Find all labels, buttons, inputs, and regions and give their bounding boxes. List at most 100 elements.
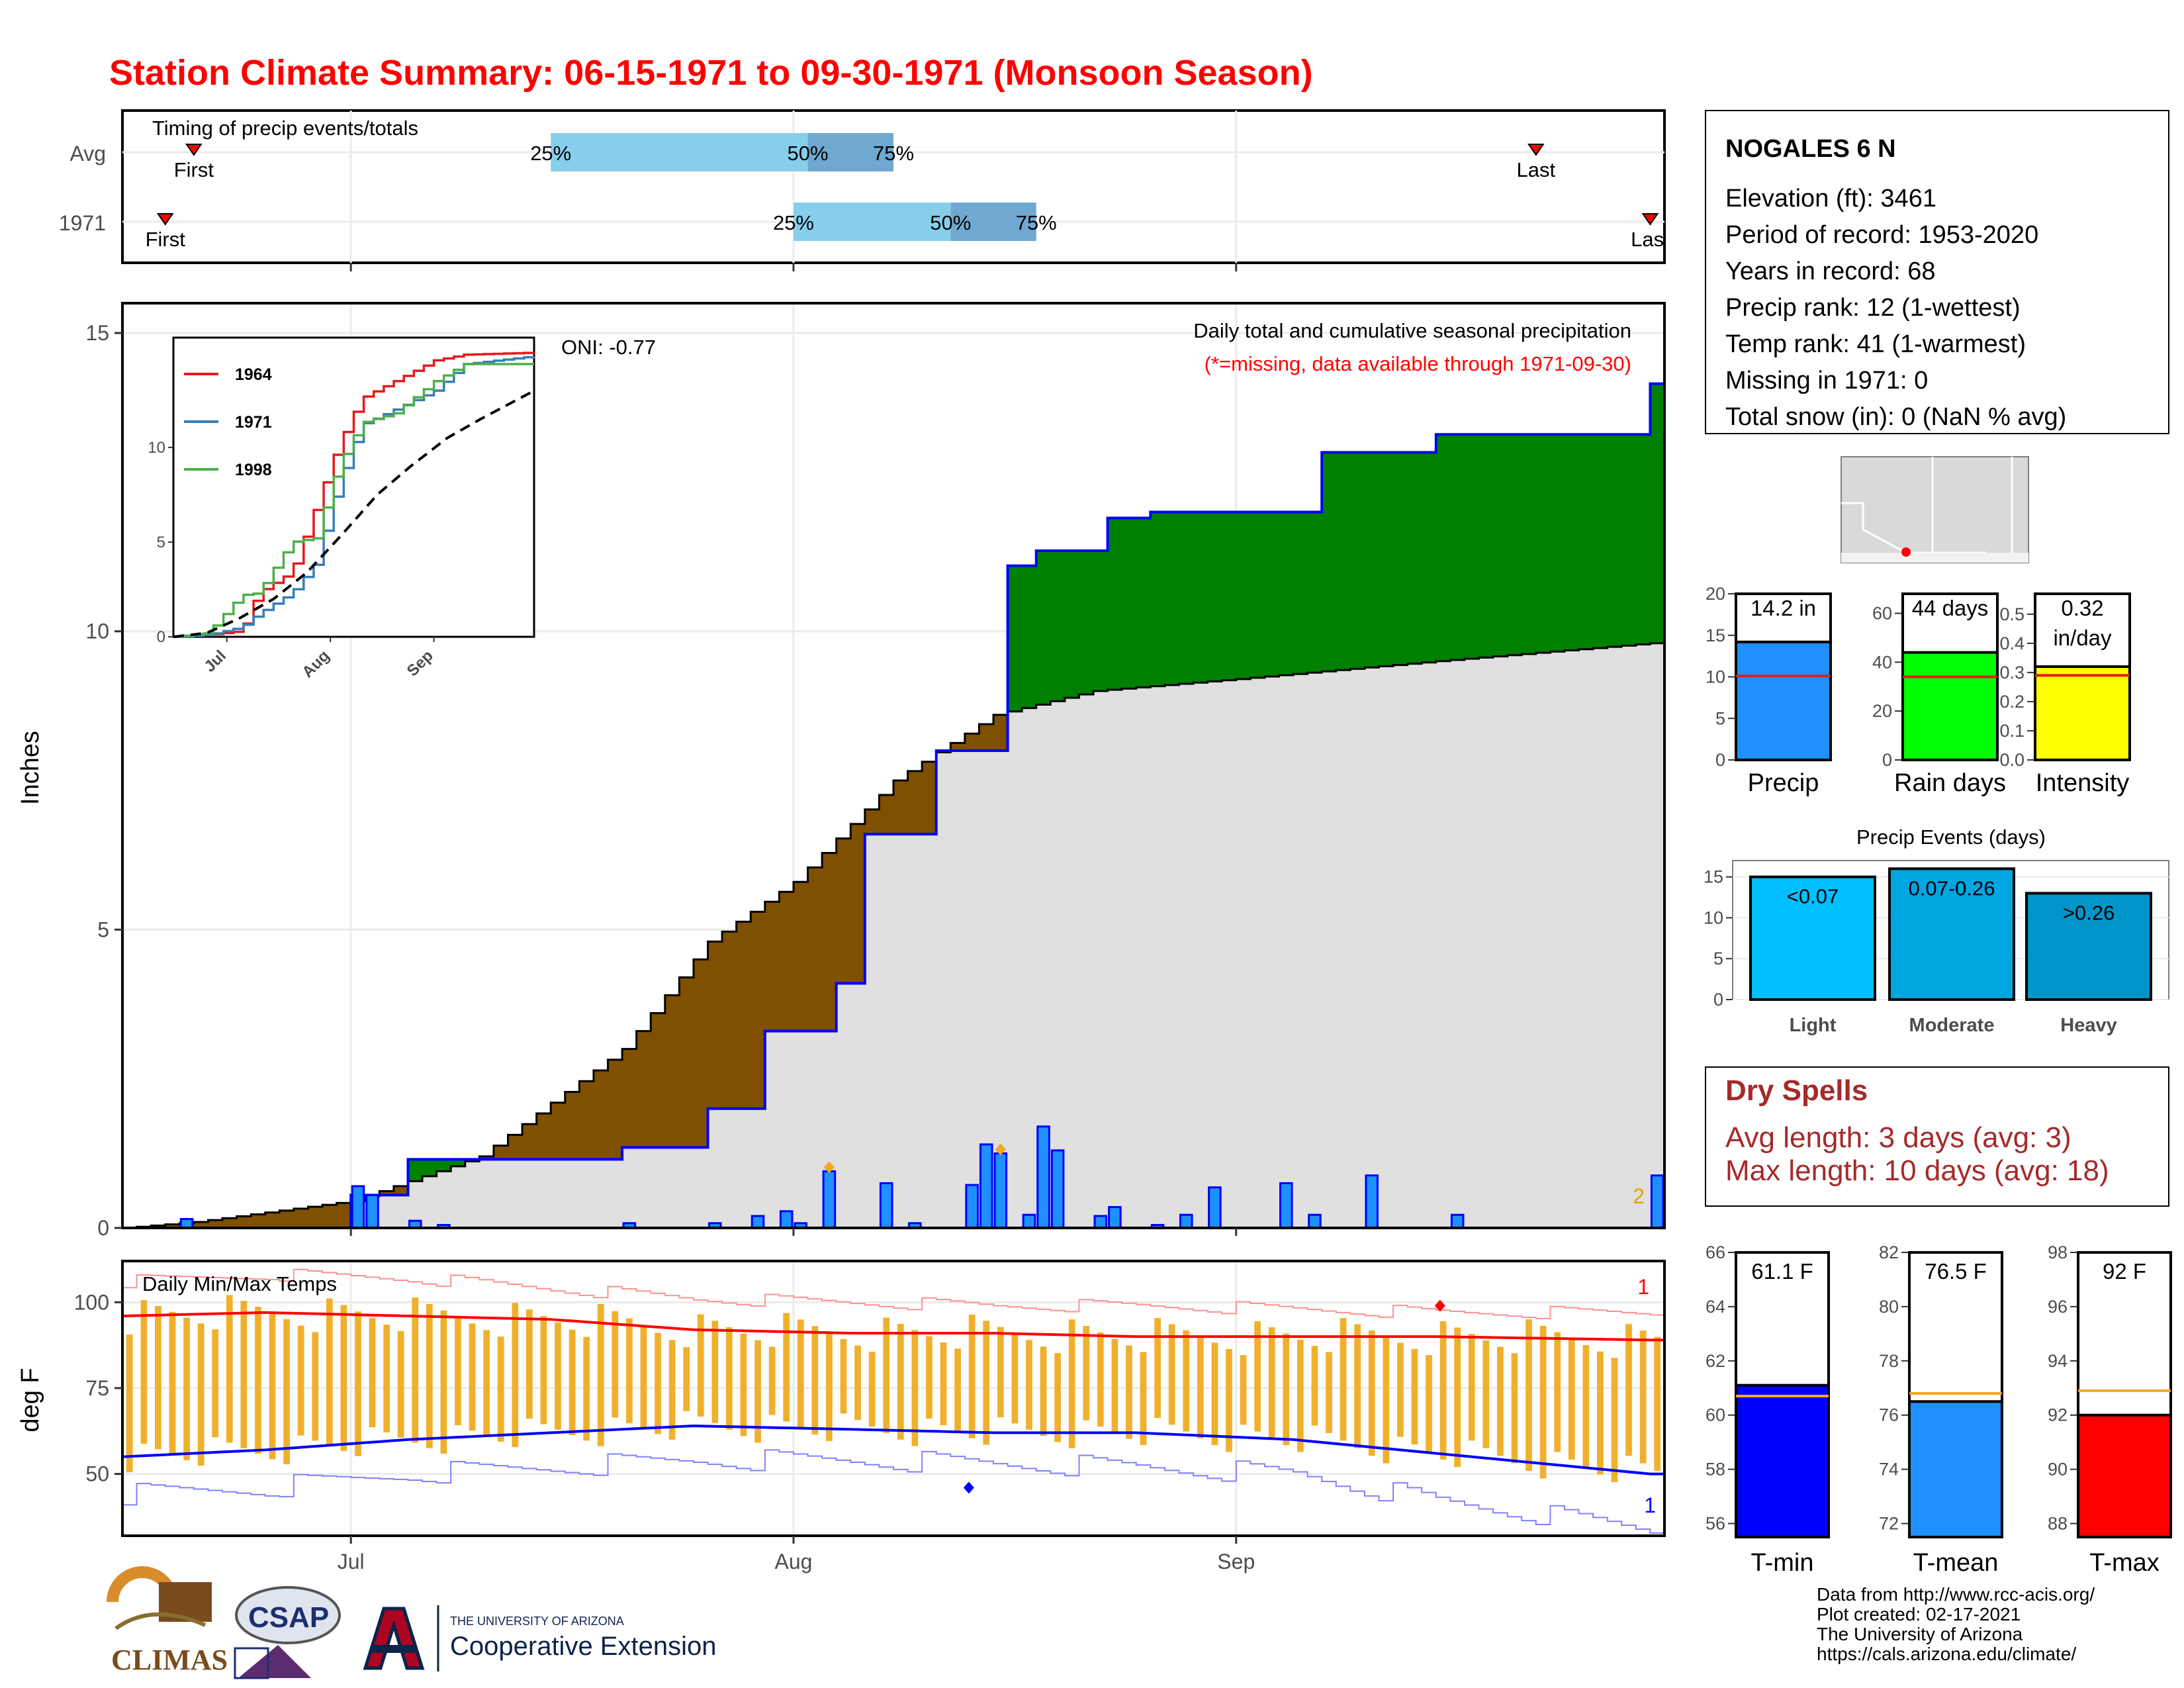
university-of-arizona-logo: THE UNIVERSITY OF ARIZONA Cooperative Ex… xyxy=(363,1605,716,1671)
summary-bar-tick-label: 56 xyxy=(1706,1514,1725,1534)
daily-precip-bar xyxy=(1308,1213,1322,1229)
daily-temp-range-bar xyxy=(1468,1334,1475,1441)
above-avg-area xyxy=(1464,434,1480,659)
timing-first-marker xyxy=(185,144,203,156)
below-avg-area xyxy=(308,1207,323,1228)
daily-temp-range-bar xyxy=(1283,1333,1290,1446)
daily-precip-marker xyxy=(995,1143,1006,1156)
daily-temp-range-bar xyxy=(1197,1336,1204,1438)
summary-bar-name: Precip xyxy=(1748,769,1819,797)
above-avg-area xyxy=(1264,512,1280,677)
timing-bar-q50-q75 xyxy=(807,133,893,171)
above-avg-area xyxy=(1293,512,1308,675)
daily-temp-range-bar xyxy=(897,1323,904,1440)
daily-temp-range-bar xyxy=(612,1311,619,1418)
daily-precip-bar xyxy=(1022,1213,1036,1229)
timing-first-marker xyxy=(156,213,174,226)
daily-temp-range-bar xyxy=(1126,1345,1132,1439)
daily-temp-range-bar xyxy=(1639,1330,1647,1464)
above-avg-area xyxy=(1364,452,1380,668)
below-avg-area xyxy=(707,941,723,1109)
below-avg-area xyxy=(979,724,994,751)
daily-temp-range-bar xyxy=(140,1300,148,1444)
below-avg-area xyxy=(722,931,737,1109)
above-avg-area xyxy=(1593,434,1608,648)
summary-bar-precip xyxy=(1735,640,1832,761)
daily-temp-range-bar xyxy=(255,1306,261,1454)
main-annotation-title: Daily total and cumulative seasonal prec… xyxy=(1193,319,1631,342)
below-avg-area xyxy=(751,912,766,1109)
above-avg-area xyxy=(1621,434,1637,646)
events-title: Precip Events (days) xyxy=(1856,825,2046,849)
daily-precip-bar xyxy=(822,1170,837,1229)
below-avg-area xyxy=(251,1214,266,1228)
above-avg-area xyxy=(436,1159,451,1172)
daily-precip-bar xyxy=(365,1194,379,1229)
temp-count-bottom: 1 xyxy=(1644,1493,1656,1517)
daily-temp-range-bar xyxy=(1539,1325,1547,1479)
summary-bar-tick-label: 80 xyxy=(1879,1297,1899,1317)
daily-temp-range-bar xyxy=(1226,1348,1232,1452)
temp-label: Daily Min/Max Temps xyxy=(142,1272,337,1295)
above-avg-area xyxy=(1093,551,1109,691)
daily-temp-range-bar xyxy=(711,1321,719,1423)
daily-temp-range-bar xyxy=(1354,1324,1361,1448)
daily-temp-range-bar xyxy=(1525,1319,1532,1471)
above-avg-area xyxy=(1578,434,1594,649)
summary-bar-value-label: 76.5 F xyxy=(1925,1259,1987,1284)
below-avg-area xyxy=(222,1218,238,1228)
summary-bar-tick-label: 78 xyxy=(1879,1351,1899,1371)
summary-bar-tick-label: 96 xyxy=(2048,1297,2068,1317)
daily-temp-range-bar xyxy=(297,1325,304,1436)
above-avg-area xyxy=(1250,512,1265,678)
daily-precip-bar xyxy=(879,1182,893,1229)
below-avg-area xyxy=(322,1205,338,1228)
above-avg-area xyxy=(1635,434,1651,645)
summary-bar-rain-days xyxy=(1901,651,1999,762)
summary-bar-tick-label: 64 xyxy=(1706,1297,1725,1317)
timing-first-label: First xyxy=(146,228,186,251)
timing-row-avg-label: Avg xyxy=(69,142,106,165)
daily-temp-range-bar xyxy=(169,1311,176,1455)
main-y-tick-label: 0 xyxy=(97,1216,109,1240)
summary-bar-tick-label: 0 xyxy=(1882,750,1892,770)
daily-temp-range-bar xyxy=(1611,1358,1618,1483)
summary-bar-tick-label: 74 xyxy=(1879,1460,1899,1479)
daily-temp-range-bar xyxy=(1654,1336,1661,1471)
credit-line-4: https://cals.arizona.edu/climate/ xyxy=(1817,1644,2076,1664)
daily-temp-range-bar xyxy=(783,1313,790,1422)
csap-logo: CSAP xyxy=(234,1586,341,1679)
daily-temp-range-bar xyxy=(1554,1332,1561,1452)
timing-bar-q25-q50 xyxy=(793,203,951,241)
summary-bar-tick-label: 72 xyxy=(1879,1514,1899,1534)
daily-precip-bar xyxy=(351,1185,365,1229)
daily-temp-range-bar xyxy=(1011,1333,1019,1424)
station-info-line: Years in record: 68 xyxy=(1725,258,1936,285)
above-avg-area xyxy=(1607,434,1622,647)
daily-temp-range-bar xyxy=(269,1312,276,1460)
daily-precip-bar xyxy=(1036,1125,1050,1229)
above-avg-area xyxy=(1522,434,1537,654)
below-avg-area xyxy=(736,921,751,1109)
summary-bar-t-max xyxy=(2077,1413,2172,1539)
season-summary-bars: 0 5 10 15 20 14.2 in Precip 0 20 40 60 44 days Rain … xyxy=(1706,584,2131,797)
station-info-line: Period of record: 1953-2020 xyxy=(1725,221,2038,249)
below-avg-area xyxy=(907,771,923,835)
daily-temp-range-bar xyxy=(697,1314,704,1417)
csap-logo-text: CSAP xyxy=(248,1601,329,1634)
summary-bar-tick-label: 10 xyxy=(1706,667,1725,687)
temp-y-tick-label: 50 xyxy=(85,1462,109,1486)
below-avg-area xyxy=(165,1224,180,1228)
below-avg-area xyxy=(208,1220,223,1228)
avg-cumulative-area xyxy=(122,643,1664,1228)
daily-temp-range-bar xyxy=(512,1303,519,1448)
above-avg-area xyxy=(1193,512,1208,683)
below-avg-area xyxy=(793,882,809,1031)
timing-bar-q50-q75 xyxy=(950,203,1036,241)
daily-temp-range-bar xyxy=(369,1318,376,1428)
daily-temp-range-bar xyxy=(1040,1346,1047,1436)
record-high-line xyxy=(122,1268,1664,1319)
daily-temp-range-bar xyxy=(997,1327,1004,1418)
below-avg-area xyxy=(693,959,709,1148)
above-avg-area xyxy=(1450,434,1465,660)
